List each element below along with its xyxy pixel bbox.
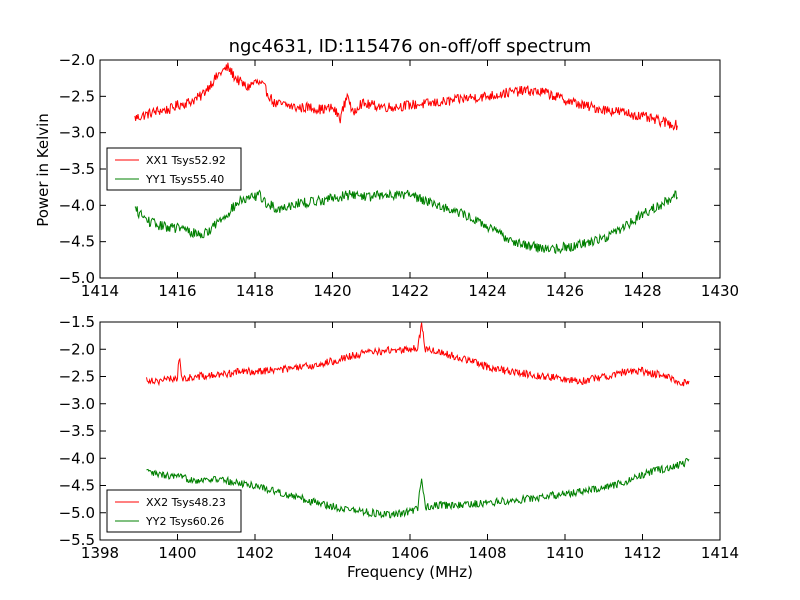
x-tick-label: 1410 xyxy=(546,544,584,562)
x-tick-label: 1424 xyxy=(468,282,506,300)
x-tick-label: 1422 xyxy=(391,282,429,300)
y-tick-label: −1.5 xyxy=(59,313,95,331)
y-tick-label: −3.5 xyxy=(59,160,95,178)
x-tick-label: 1428 xyxy=(623,282,661,300)
y-tick-label: −5.0 xyxy=(59,269,95,287)
bottom-spectrum-panel: 1398 1400 1402 1404 1406 1408 1410 1412 1414 −1.5… xyxy=(59,313,740,562)
y-tick-label: −4.5 xyxy=(59,477,95,495)
x-tick-label: 1426 xyxy=(546,282,584,300)
y-tick-label: −5.0 xyxy=(59,504,95,522)
figure-title: ngc4631, ID:115476 on-off/off spectrum xyxy=(229,36,592,57)
series-line-yy1 xyxy=(134,188,678,255)
x-tick-label: 1400 xyxy=(158,544,196,562)
y-tick-label: −2.0 xyxy=(59,340,95,358)
series-line-xx1 xyxy=(134,62,678,131)
top-spectrum-panel: 1414 1416 1418 1420 1422 1424 1426 1428 1430 −2.0… xyxy=(59,51,740,300)
x-tick-label: 1414 xyxy=(81,282,119,300)
x-tick-label: 1420 xyxy=(313,282,351,300)
legend-box xyxy=(106,147,242,191)
y-tick-label: −2.5 xyxy=(59,87,95,105)
series-line-xx2 xyxy=(146,322,690,387)
x-tick-label: 1404 xyxy=(313,544,351,562)
y-tick-label: −2.5 xyxy=(59,368,95,386)
x-tick-label: 1414 xyxy=(701,544,739,562)
top-y-axis-label: Power in Kelvin xyxy=(34,113,52,227)
y-tick-label: −4.0 xyxy=(59,449,95,467)
y-tick-label: −3.5 xyxy=(59,422,95,440)
series-line-yy2 xyxy=(146,457,690,519)
y-tick-label: −2.0 xyxy=(59,51,95,69)
legend-box xyxy=(106,489,242,533)
legend: XX2 Tsys48.23 YY2 Tsys60.26 xyxy=(106,489,242,533)
legend-entry-label: XX2 Tsys48.23 xyxy=(146,496,226,509)
x-tick-label: 1418 xyxy=(236,282,274,300)
legend-entry-label: YY1 Tsys55.40 xyxy=(145,173,224,186)
y-tick-label: −5.5 xyxy=(59,531,95,549)
legend-entry-label: YY2 Tsys60.26 xyxy=(145,515,224,528)
x-tick-label: 1412 xyxy=(623,544,661,562)
bottom-x-axis-label: Frequency (MHz) xyxy=(347,563,473,581)
legend-entry-label: XX1 Tsys52.92 xyxy=(146,154,226,167)
x-tick-label: 1406 xyxy=(391,544,429,562)
x-tick-label: 1402 xyxy=(236,544,274,562)
x-tick-label: 1430 xyxy=(701,282,739,300)
y-tick-label: −3.0 xyxy=(59,124,95,142)
legend: XX1 Tsys52.92 YY1 Tsys55.40 xyxy=(106,147,242,191)
y-tick-label: −4.0 xyxy=(59,196,95,214)
x-tick-label: 1408 xyxy=(468,544,506,562)
y-tick-label: −4.5 xyxy=(59,233,95,251)
x-tick-label: 1416 xyxy=(158,282,196,300)
y-tick-label: −3.0 xyxy=(59,395,95,413)
x-tick-label: 1398 xyxy=(81,544,119,562)
